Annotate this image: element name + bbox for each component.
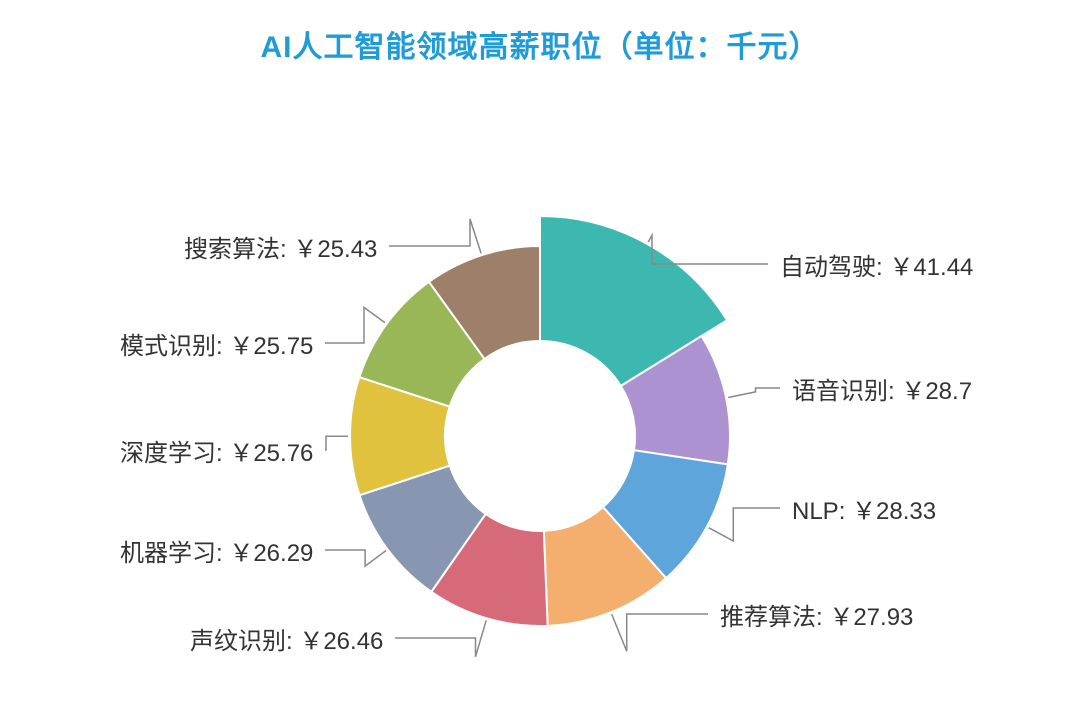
slice-label-语音识别: 语音识别: ￥28.7 xyxy=(792,371,972,406)
leader-机器学习 xyxy=(325,550,386,566)
slice-label-机器学习: 机器学习: ￥26.29 xyxy=(120,533,313,568)
leader-声纹识别 xyxy=(395,620,486,657)
leader-语音识别 xyxy=(728,388,780,398)
leader-NLP xyxy=(709,508,780,541)
slice-label-推荐算法: 推荐算法: ￥27.93 xyxy=(720,597,913,632)
slice-label-搜索算法: 搜索算法: ￥25.43 xyxy=(184,229,377,264)
slice-label-模式识别: 模式识别: ￥25.75 xyxy=(120,326,313,361)
leader-搜索算法 xyxy=(389,219,481,253)
chart-title: AI人工智能领域高薪职位（单位：千元） xyxy=(0,0,1080,66)
leader-模式识别 xyxy=(325,307,385,343)
slice-label-声纹识别: 声纹识别: ￥26.46 xyxy=(190,621,383,656)
leader-深度学习 xyxy=(325,436,348,450)
slice-label-NLP: NLP: ￥28.33 xyxy=(792,491,936,526)
slice-label-自动驾驶: 自动驾驶: ￥41.44 xyxy=(780,247,973,282)
donut-chart: 自动驾驶: ￥41.44 语音识别: ￥28.7 NLP: ￥28.33 推荐算法: … xyxy=(0,66,1080,705)
slice-label-深度学习: 深度学习: ￥25.76 xyxy=(120,433,313,468)
leader-推荐算法 xyxy=(612,614,708,651)
